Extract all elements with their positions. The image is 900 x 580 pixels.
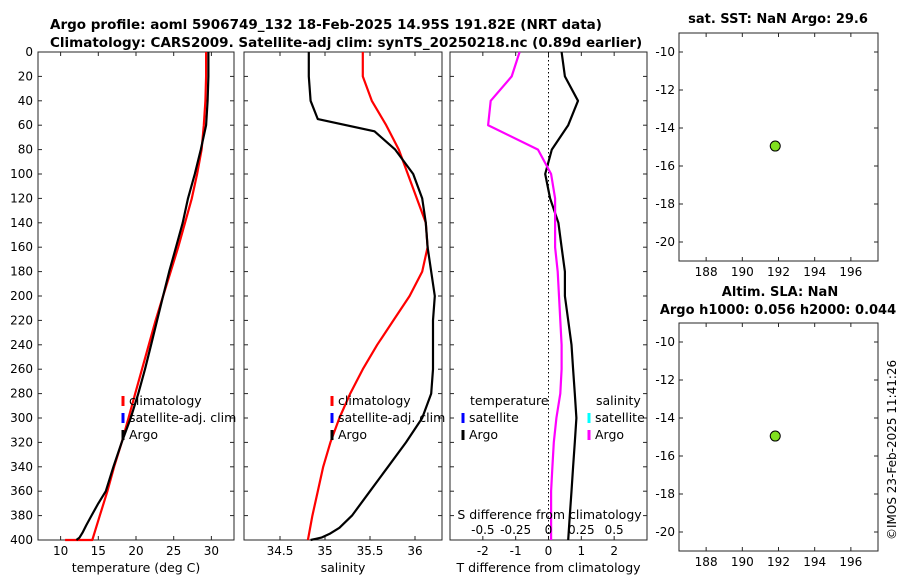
sst-ytick-label: -12	[655, 83, 675, 97]
temp-ytick-label: 80	[18, 143, 33, 157]
temp-legend-label: satellite-adj. clim	[129, 410, 236, 425]
sla-xtick-label: 192	[767, 555, 790, 569]
timestamp-stamp: ©IMOS 23-Feb-2025 11:41:26	[885, 360, 899, 540]
sal-xtick-label: 34.5	[267, 544, 294, 558]
temp-ytick-label: 100	[10, 167, 33, 181]
sla-ytick-label: -16	[655, 449, 675, 463]
sst-ytick-label: -14	[655, 121, 675, 135]
sla-plot-area	[678, 322, 879, 552]
temp-ytick-label: 260	[10, 362, 33, 376]
temp-ytick-label: 380	[10, 509, 33, 523]
sla-ytick-label: -18	[655, 487, 675, 501]
sla-map-panel: 188 190 192 194 196 -10 -12 -14 -16 -18 -20 Altim. …	[655, 285, 896, 569]
temp-xaxis-label: temperature (deg C)	[72, 560, 201, 575]
diff-s-axis-label: S difference from climatology	[457, 507, 642, 522]
sla-subtitle: Argo h1000: 0.056 h2000: 0.044	[660, 303, 896, 318]
temp-ytick-label: 180	[10, 265, 33, 279]
temperature-plot-area	[37, 51, 235, 541]
sla-ytick-label: -14	[655, 411, 675, 425]
sla-xtick-label: 190	[731, 555, 754, 569]
temp-ytick-label: 160	[10, 240, 33, 254]
temp-xtick-label: 15	[91, 544, 106, 558]
temp-ytick-label: 60	[18, 118, 33, 132]
sst-xtick-label: 196	[839, 265, 862, 279]
figure-title-line1: Argo profile: aoml 5906749_132 18-Feb-20…	[50, 17, 602, 33]
temp-xtick-label: 10	[53, 544, 68, 558]
sal-legend-label: satellite-adj. clim	[338, 410, 445, 425]
diff-s-tick-label: -0.25	[500, 523, 531, 537]
temp-ytick-label: 200	[10, 289, 33, 303]
diff-s-legend-label: salinity	[596, 393, 641, 408]
salinity-panel: 34.5 35 35.5 36 climatology satellite-adj. cl…	[243, 51, 445, 575]
sal-legend-label: Argo	[338, 427, 367, 442]
diff-xtick-label: 2	[610, 544, 618, 558]
diff-salinity-argo-line	[487, 51, 563, 540]
temp-ytick-label: 140	[10, 216, 33, 230]
sla-title: Altim. SLA: NaN	[722, 285, 838, 300]
sla-ytick-label: -10	[655, 335, 675, 349]
temp-ytick-label: 400	[10, 533, 33, 547]
sal-legend-label: climatology	[338, 393, 411, 408]
diff-xtick-label: -1	[510, 544, 522, 558]
sst-ytick-label: -18	[655, 197, 675, 211]
diff-s-tick-label: 0.25	[568, 523, 595, 537]
temp-xtick-label: 30	[204, 544, 219, 558]
sal-xtick-label: 35.5	[357, 544, 384, 558]
difference-panel: -2 -1 0 1 2 -0.5 -0.25 0 0.25 0.5S difference fro…	[449, 51, 648, 575]
sla-ytick-label: -20	[655, 525, 675, 539]
temperature-panel: 0 20 40 60 80 100 120 140 160 180 200 220 240 260 280 3…	[10, 45, 236, 575]
sst-ytick-label: -10	[655, 45, 675, 59]
diff-t-legend-label: temperature	[470, 393, 549, 408]
sal-xtick-label: 36	[407, 544, 422, 558]
diff-xtick-label: 0	[545, 544, 553, 558]
sst-ytick-label: -16	[655, 159, 675, 173]
sla-ytick-label: -12	[655, 373, 675, 387]
diff-xtick-label: 1	[578, 544, 586, 558]
sst-xtick-label: 190	[731, 265, 754, 279]
sst-xtick-label: 188	[695, 265, 718, 279]
temp-legend-label: climatology	[129, 393, 202, 408]
temp-ytick-label: 120	[10, 191, 33, 205]
temp-ytick-label: 280	[10, 387, 33, 401]
temp-ytick-label: 240	[10, 338, 33, 352]
figure-title-line2: Climatology: CARS2009. Satellite-adj cli…	[50, 35, 642, 51]
diff-s-tick-label: -0.5	[471, 523, 494, 537]
sst-ytick-label: -20	[655, 235, 675, 249]
diff-t-legend-label: satellite	[469, 410, 519, 425]
sst-float-marker	[769, 140, 781, 152]
diff-xaxis-label: T difference from climatology	[455, 560, 641, 575]
sla-xtick-label: 188	[695, 555, 718, 569]
diff-s-legend-label: Argo	[595, 427, 624, 442]
sal-xaxis-label: salinity	[321, 560, 366, 575]
diff-s-legend-label: satellite	[595, 410, 645, 425]
sst-map-panel: 188 190 192 194 196 -10 -12 -14 -16 -18 -20 sat. SS…	[655, 12, 879, 279]
diff-s-tick-label: 0.5	[605, 523, 624, 537]
temp-xtick-label: 25	[166, 544, 181, 558]
diff-xtick-label: -2	[477, 544, 489, 558]
temp-ytick-label: 360	[10, 484, 33, 498]
sla-float-marker	[769, 430, 781, 442]
sal-argo-line	[307, 52, 436, 542]
temp-ytick-label: 300	[10, 411, 33, 425]
sla-xtick-label: 196	[839, 555, 862, 569]
temp-ytick-label: 20	[18, 69, 33, 83]
sla-xtick-label: 194	[803, 555, 826, 569]
diff-s-tick-label: 0	[545, 523, 553, 537]
temp-ytick-label: 340	[10, 460, 33, 474]
temp-legend-label: Argo	[129, 427, 158, 442]
sal-xtick-label: 35	[317, 544, 332, 558]
temp-ytick-label: 220	[10, 313, 33, 327]
temp-ytick-label: 0	[25, 45, 33, 59]
diff-temperature-argo-line	[544, 51, 580, 541]
temp-argo-line	[75, 52, 210, 541]
sst-xtick-label: 192	[767, 265, 790, 279]
sst-title: sat. SST: NaN Argo: 29.6	[688, 12, 868, 27]
sal-climatology-line	[306, 52, 429, 541]
temp-ytick-label: 40	[18, 94, 33, 108]
temp-ytick-label: 320	[10, 435, 33, 449]
temp-xtick-label: 20	[128, 544, 143, 558]
sst-xtick-label: 194	[803, 265, 826, 279]
diff-t-legend-label: Argo	[469, 427, 498, 442]
